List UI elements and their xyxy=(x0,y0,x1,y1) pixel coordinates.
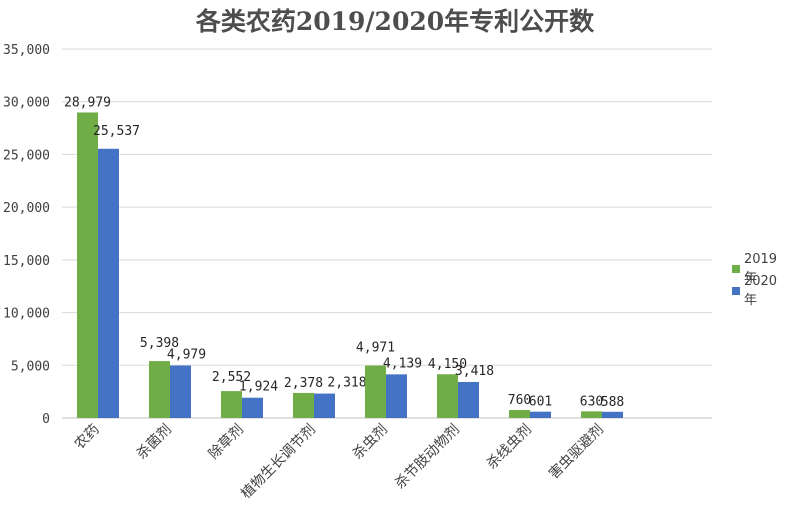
y-tick-label: 25,000 xyxy=(3,148,50,163)
bar-2019 xyxy=(509,409,530,418)
bar-2020 xyxy=(314,393,335,418)
y-tick-label: 35,000 xyxy=(3,43,50,58)
legend-item-2020: 2020年 xyxy=(732,274,790,308)
data-label: 2,378 xyxy=(284,376,323,391)
legend-label-2019: 2019年 xyxy=(743,252,778,286)
bar-2019 xyxy=(77,112,98,418)
x-tick-label: 农药 xyxy=(72,422,103,453)
data-label: 3,418 xyxy=(455,364,494,379)
y-tick-label: 30,000 xyxy=(3,96,50,111)
data-label: 4,979 xyxy=(167,348,206,363)
bar-2020 xyxy=(458,381,479,418)
bar-2020 xyxy=(602,411,623,418)
data-label: 1,924 xyxy=(239,380,278,395)
bar-2020 xyxy=(98,148,119,418)
chart-title: 各类农药2019/2020年专利公开数 xyxy=(195,7,595,36)
bar-2020 xyxy=(386,374,407,418)
legend-swatch-2020 xyxy=(732,287,740,295)
data-label: 5,398 xyxy=(140,336,179,351)
bar-2019 xyxy=(293,392,314,418)
data-label: 25,537 xyxy=(93,124,140,139)
legend-swatch-2019 xyxy=(732,265,740,273)
data-label: 588 xyxy=(601,395,624,410)
data-label: 630 xyxy=(580,394,603,409)
data-label: 760 xyxy=(508,393,531,408)
bar-2020 xyxy=(170,365,191,418)
bar-2019 xyxy=(581,411,602,418)
legend-label-2020: 2020年 xyxy=(743,274,778,308)
data-label: 601 xyxy=(529,395,552,410)
bar-2020 xyxy=(530,411,551,418)
y-tick-label: 0 xyxy=(42,412,50,427)
x-tick-label: 杀虫剂 xyxy=(350,422,391,463)
bar-2019 xyxy=(365,365,386,418)
bar-2019 xyxy=(149,361,170,418)
y-tick-label: 15,000 xyxy=(3,254,50,269)
y-tick-label: 5,000 xyxy=(11,359,50,374)
data-label: 4,971 xyxy=(356,341,395,356)
x-tick-label: 杀线虫剂 xyxy=(484,422,535,473)
data-label: 4,150 xyxy=(428,357,467,372)
chart-legend: 2019年 2020年 xyxy=(732,252,790,308)
data-label: 28,979 xyxy=(64,95,111,110)
bar-2019 xyxy=(221,391,242,418)
x-tick-label: 植物生长调节剂 xyxy=(238,422,319,503)
legend-item-2019: 2019年 xyxy=(732,252,790,286)
x-tick-label: 杀菌剂 xyxy=(134,422,175,463)
x-tick-label: 除草剂 xyxy=(206,422,247,463)
y-tick-label: 10,000 xyxy=(3,307,50,322)
data-label: 2,318 xyxy=(327,376,366,391)
x-tick-label: 害虫驱避剂 xyxy=(546,422,607,483)
data-label: 2,552 xyxy=(212,370,251,385)
bar-2020 xyxy=(242,397,263,418)
y-tick-label: 20,000 xyxy=(3,201,50,216)
data-label: 4,139 xyxy=(383,356,422,371)
x-tick-label: 杀节肢动物剂 xyxy=(392,422,463,493)
bar-2019 xyxy=(437,374,458,418)
